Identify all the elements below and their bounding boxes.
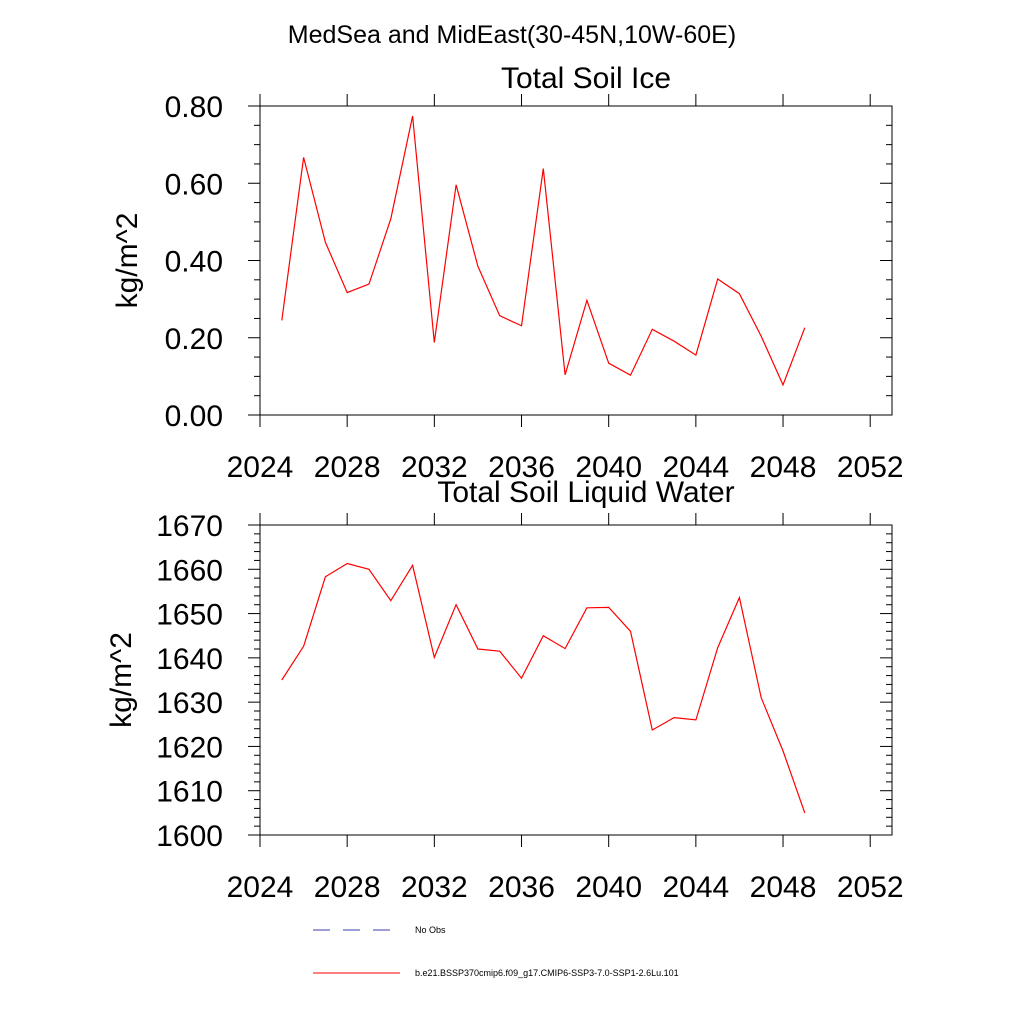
y-axis-label: kg/m^2 <box>105 632 138 728</box>
y-tick-label: 1630 <box>156 687 223 720</box>
y-tick-label: 1670 <box>156 510 223 543</box>
legend: No Obs b.e21.BSSP370cmip6.f09_g17.CMIP6-… <box>313 925 679 978</box>
series-line <box>281 115 806 387</box>
y-tick-label: 0.00 <box>165 400 223 433</box>
figure-suptitle: MedSea and MidEast(30-45N,10W-60E) <box>288 21 736 49</box>
y-tick-label: 1650 <box>156 599 223 632</box>
panel-title: Total Soil Ice <box>501 62 671 95</box>
x-tick-label: 2044 <box>662 871 729 904</box>
x-tick-label: 2052 <box>837 451 904 484</box>
y-tick-label: 1620 <box>156 731 223 764</box>
x-tick-label: 2036 <box>488 871 555 904</box>
y-tick-label: 1600 <box>156 820 223 853</box>
x-tick-label: 2032 <box>401 451 468 484</box>
soil-liquid-water-panel: Total Soil Liquid Water kg/m^2 2024 2028 203… <box>105 476 904 904</box>
series-line <box>281 562 806 814</box>
y-tick-label: 0.40 <box>165 246 223 279</box>
y-tick-label: 0.60 <box>165 168 223 201</box>
panel-title: Total Soil Liquid Water <box>437 476 734 509</box>
x-tick-label: 2028 <box>314 871 381 904</box>
x-tick-label: 2052 <box>837 871 904 904</box>
x-tick-label: 2028 <box>314 451 381 484</box>
x-tick-label: 2036 <box>488 451 555 484</box>
x-tick-label: 2032 <box>401 871 468 904</box>
soil-ice-panel: Total Soil Ice kg/m^2 2024 2028 2032 2036 2040… <box>111 62 904 484</box>
x-tick-label: 2040 <box>575 451 642 484</box>
legend-model-label: b.e21.BSSP370cmip6.f09_g17.CMIP6-SSP3-7.… <box>415 968 679 978</box>
y-tick-label: 0.20 <box>165 323 223 356</box>
plot-frame <box>259 524 893 836</box>
x-tick-label: 2024 <box>227 871 294 904</box>
y-tick-label: 0.80 <box>165 91 223 124</box>
legend-no-obs-label: No Obs <box>415 925 446 935</box>
x-tick-label: 2040 <box>575 871 642 904</box>
y-tick-label: 1660 <box>156 554 223 587</box>
x-tick-label: 2048 <box>750 451 817 484</box>
x-tick-label: 2024 <box>227 451 294 484</box>
x-tick-label: 2044 <box>662 451 729 484</box>
x-tick-label: 2048 <box>750 871 817 904</box>
y-axis-label: kg/m^2 <box>111 213 144 309</box>
y-tick-label: 1640 <box>156 643 223 676</box>
y-tick-label: 1610 <box>156 776 223 809</box>
